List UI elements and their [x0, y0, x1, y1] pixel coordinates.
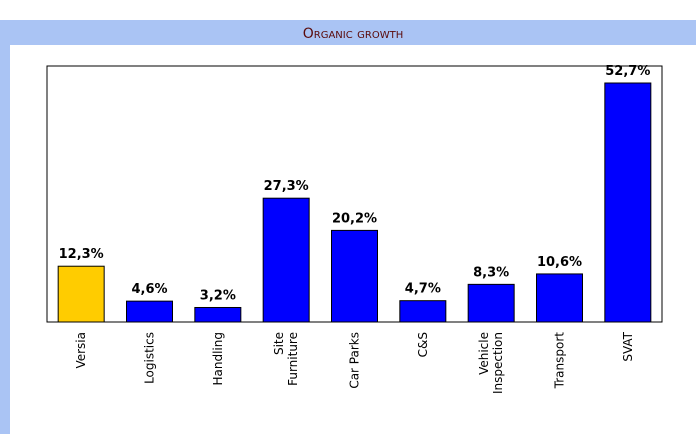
value-label: 10,6%	[537, 255, 582, 270]
x-tick-label: Versia	[74, 332, 88, 369]
bar	[57, 265, 105, 323]
value-label: 12,3%	[59, 247, 104, 262]
value-label: 52,7%	[605, 64, 650, 79]
x-tick-label: Logistics	[143, 332, 157, 384]
header-band	[0, 20, 696, 45]
value-label: 8,3%	[473, 265, 509, 280]
x-tick-label: Car Parks	[348, 332, 362, 389]
value-label: 4,6%	[131, 282, 167, 297]
x-tick-label: Transport	[553, 332, 567, 390]
x-tick-label: SVAT	[621, 331, 635, 361]
chart-title: Organic growth	[303, 26, 404, 42]
bar	[604, 82, 652, 323]
value-label: 3,2%	[200, 288, 236, 303]
bar	[399, 300, 447, 323]
bar	[536, 273, 583, 323]
x-tick-label: VehicleInspection	[477, 332, 505, 394]
bar	[194, 306, 242, 323]
left-strip	[0, 45, 10, 434]
bar	[262, 197, 310, 323]
bar	[331, 229, 378, 323]
x-tick-label: C&S	[416, 332, 430, 357]
value-label: 4,7%	[405, 282, 441, 297]
x-tick-label: SiteFurniture	[272, 332, 300, 386]
bar	[467, 283, 515, 323]
x-tick-label: Handling	[211, 332, 225, 386]
bar	[126, 300, 173, 323]
value-label: 20,2%	[332, 211, 377, 226]
value-label: 27,3%	[264, 179, 309, 194]
